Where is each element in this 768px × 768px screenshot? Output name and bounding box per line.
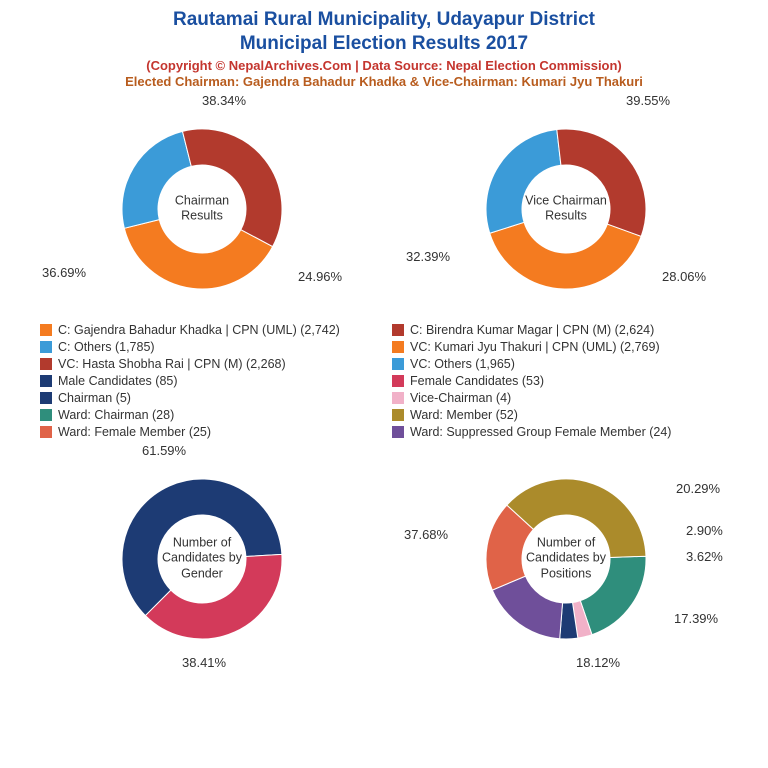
- legend-swatch: [40, 375, 52, 387]
- pct-label: 20.29%: [676, 481, 720, 496]
- legend-item: Ward: Chairman (28): [40, 408, 376, 422]
- legend-item: Male Candidates (85): [40, 374, 376, 388]
- legend-item: Vice-Chairman (4): [392, 391, 728, 405]
- charts-row-bottom: Number of Candidates by Gender 61.59%38.…: [0, 449, 768, 669]
- pct-label: 18.12%: [576, 655, 620, 670]
- legend-item: Ward: Member (52): [392, 408, 728, 422]
- legend-item: Ward: Female Member (25): [40, 425, 376, 439]
- legend-text: Female Candidates (53): [410, 374, 544, 388]
- legend-text: Male Candidates (85): [58, 374, 178, 388]
- legend-swatch: [392, 426, 404, 438]
- title-line-2: Municipal Election Results 2017: [240, 33, 528, 54]
- legend-text: VC: Hasta Shobha Rai | CPN (M) (2,268): [58, 357, 286, 371]
- legend-swatch: [40, 358, 52, 370]
- legend-swatch: [392, 358, 404, 370]
- legend-item: Female Candidates (53): [392, 374, 728, 388]
- legend-text: Vice-Chairman (4): [410, 391, 511, 405]
- title-line-1: Rautamai Rural Municipality, Udayapur Di…: [173, 9, 595, 30]
- legend-swatch: [392, 392, 404, 404]
- legend-item: C: Birendra Kumar Magar | CPN (M) (2,624…: [392, 323, 728, 337]
- legend-text: Ward: Chairman (28): [58, 408, 174, 422]
- legend-text: Ward: Member (52): [410, 408, 518, 422]
- pct-label: 28.06%: [662, 269, 706, 284]
- chart-center-label: Chairman Results: [157, 193, 247, 224]
- legend-text: Chairman (5): [58, 391, 131, 405]
- header: Rautamai Rural Municipality, Udayapur Di…: [0, 0, 768, 93]
- legend-swatch: [40, 409, 52, 421]
- pct-label: 17.39%: [674, 611, 718, 626]
- pct-label: 38.34%: [202, 93, 246, 108]
- chart-center-label: Number of Candidates by Positions: [521, 535, 611, 582]
- legend-item: Ward: Suppressed Group Female Member (24…: [392, 425, 728, 439]
- chart-center-label: Vice Chairman Results: [521, 193, 611, 224]
- legend: C: Gajendra Bahadur Khadka | CPN (UML) (…: [0, 319, 768, 443]
- donut-slice: [490, 222, 641, 289]
- chart-candidates-by-positions: Number of Candidates by Positions 20.29%…: [396, 449, 736, 669]
- page-title: Rautamai Rural Municipality, Udayapur Di…: [10, 8, 758, 56]
- legend-item: C: Others (1,785): [40, 340, 376, 354]
- legend-item: Chairman (5): [40, 391, 376, 405]
- pct-label: 3.62%: [686, 549, 723, 564]
- legend-item: VC: Others (1,965): [392, 357, 728, 371]
- legend-text: VC: Kumari Jyu Thakuri | CPN (UML) (2,76…: [410, 340, 660, 354]
- elected-line: Elected Chairman: Gajendra Bahadur Khadk…: [10, 74, 758, 89]
- legend-swatch: [40, 392, 52, 404]
- charts-row-top: Chairman Results 38.34%24.96%36.69% Vice…: [0, 99, 768, 319]
- donut-slice: [182, 129, 282, 247]
- pct-label: 2.90%: [686, 523, 723, 538]
- chart-vice-chairman-results: Vice Chairman Results 39.55%28.06%32.39%: [396, 99, 736, 319]
- legend-text: C: Birendra Kumar Magar | CPN (M) (2,624…: [410, 323, 654, 337]
- pct-label: 38.41%: [182, 655, 226, 670]
- legend-item: VC: Kumari Jyu Thakuri | CPN (UML) (2,76…: [392, 340, 728, 354]
- chart-center-label: Number of Candidates by Gender: [157, 535, 247, 582]
- legend-swatch: [40, 324, 52, 336]
- legend-item: C: Gajendra Bahadur Khadka | CPN (UML) (…: [40, 323, 376, 337]
- legend-swatch: [392, 375, 404, 387]
- pct-label: 24.96%: [298, 269, 342, 284]
- legend-swatch: [392, 324, 404, 336]
- chart-candidates-by-gender: Number of Candidates by Gender 61.59%38.…: [32, 449, 372, 669]
- legend-swatch: [392, 409, 404, 421]
- legend-text: C: Gajendra Bahadur Khadka | CPN (UML) (…: [58, 323, 340, 337]
- legend-swatch: [40, 426, 52, 438]
- legend-item: VC: Hasta Shobha Rai | CPN (M) (2,268): [40, 357, 376, 371]
- legend-text: VC: Others (1,965): [410, 357, 515, 371]
- legend-text: Ward: Female Member (25): [58, 425, 211, 439]
- pct-label: 32.39%: [406, 249, 450, 264]
- pct-label: 61.59%: [142, 443, 186, 458]
- pct-label: 37.68%: [404, 527, 448, 542]
- legend-text: C: Others (1,785): [58, 340, 155, 354]
- legend-swatch: [40, 341, 52, 353]
- chart-chairman-results: Chairman Results 38.34%24.96%36.69%: [32, 99, 372, 319]
- copyright-line: (Copyright © NepalArchives.Com | Data So…: [10, 58, 758, 73]
- pct-label: 36.69%: [42, 265, 86, 280]
- pct-label: 39.55%: [626, 93, 670, 108]
- legend-text: Ward: Suppressed Group Female Member (24…: [410, 425, 671, 439]
- legend-swatch: [392, 341, 404, 353]
